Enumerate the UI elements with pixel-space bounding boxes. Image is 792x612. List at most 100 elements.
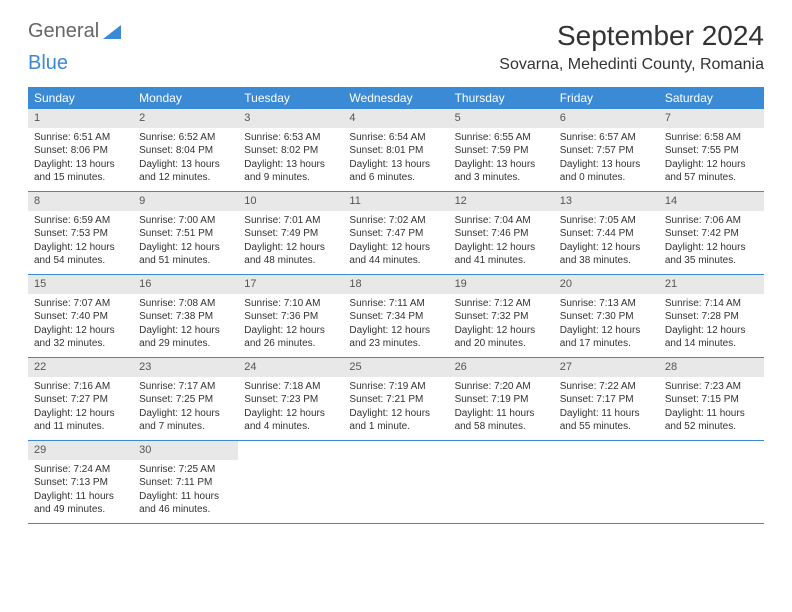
sunrise-text: Sunrise: 7:14 AM bbox=[665, 297, 758, 311]
daylight-text: Daylight: 12 hours and 14 minutes. bbox=[665, 324, 758, 351]
weekday-friday: Friday bbox=[554, 87, 659, 109]
day-number: 21 bbox=[659, 275, 764, 294]
sunset-text: Sunset: 7:19 PM bbox=[455, 393, 548, 407]
day-number: 3 bbox=[238, 109, 343, 128]
day-number: 15 bbox=[28, 275, 133, 294]
sunset-text: Sunset: 7:42 PM bbox=[665, 227, 758, 241]
week-row: 22Sunrise: 7:16 AMSunset: 7:27 PMDayligh… bbox=[28, 358, 764, 441]
sunrise-text: Sunrise: 6:54 AM bbox=[349, 131, 442, 145]
sunset-text: Sunset: 7:47 PM bbox=[349, 227, 442, 241]
day-number: 24 bbox=[238, 358, 343, 377]
day-number: 25 bbox=[343, 358, 448, 377]
day-cell: 2Sunrise: 6:52 AMSunset: 8:04 PMDaylight… bbox=[133, 109, 238, 191]
day-cell: 4Sunrise: 6:54 AMSunset: 8:01 PMDaylight… bbox=[343, 109, 448, 191]
day-cell: 20Sunrise: 7:13 AMSunset: 7:30 PMDayligh… bbox=[554, 275, 659, 357]
day-number: 1 bbox=[28, 109, 133, 128]
day-body: Sunrise: 7:23 AMSunset: 7:15 PMDaylight:… bbox=[659, 377, 764, 438]
day-cell: 17Sunrise: 7:10 AMSunset: 7:36 PMDayligh… bbox=[238, 275, 343, 357]
sunrise-text: Sunrise: 7:10 AM bbox=[244, 297, 337, 311]
daylight-text: Daylight: 12 hours and 57 minutes. bbox=[665, 158, 758, 185]
day-number: 26 bbox=[449, 358, 554, 377]
sunset-text: Sunset: 7:44 PM bbox=[560, 227, 653, 241]
day-cell: 25Sunrise: 7:19 AMSunset: 7:21 PMDayligh… bbox=[343, 358, 448, 440]
day-body: Sunrise: 7:19 AMSunset: 7:21 PMDaylight:… bbox=[343, 377, 448, 438]
sunrise-text: Sunrise: 7:22 AM bbox=[560, 380, 653, 394]
weekday-sunday: Sunday bbox=[28, 87, 133, 109]
sunrise-text: Sunrise: 7:19 AM bbox=[349, 380, 442, 394]
day-cell: 9Sunrise: 7:00 AMSunset: 7:51 PMDaylight… bbox=[133, 192, 238, 274]
sunset-text: Sunset: 8:04 PM bbox=[139, 144, 232, 158]
weekday-row: SundayMondayTuesdayWednesdayThursdayFrid… bbox=[28, 87, 764, 109]
day-number: 23 bbox=[133, 358, 238, 377]
sunrise-text: Sunrise: 6:59 AM bbox=[34, 214, 127, 228]
day-number: 14 bbox=[659, 192, 764, 211]
day-body: Sunrise: 6:55 AMSunset: 7:59 PMDaylight:… bbox=[449, 128, 554, 189]
day-body: Sunrise: 7:20 AMSunset: 7:19 PMDaylight:… bbox=[449, 377, 554, 438]
daylight-text: Daylight: 12 hours and 51 minutes. bbox=[139, 241, 232, 268]
day-body: Sunrise: 6:58 AMSunset: 7:55 PMDaylight:… bbox=[659, 128, 764, 189]
day-body: Sunrise: 7:06 AMSunset: 7:42 PMDaylight:… bbox=[659, 211, 764, 272]
week-row: 8Sunrise: 6:59 AMSunset: 7:53 PMDaylight… bbox=[28, 192, 764, 275]
daylight-text: Daylight: 13 hours and 0 minutes. bbox=[560, 158, 653, 185]
sunset-text: Sunset: 7:23 PM bbox=[244, 393, 337, 407]
daylight-text: Daylight: 13 hours and 3 minutes. bbox=[455, 158, 548, 185]
daylight-text: Daylight: 12 hours and 20 minutes. bbox=[455, 324, 548, 351]
day-cell: 18Sunrise: 7:11 AMSunset: 7:34 PMDayligh… bbox=[343, 275, 448, 357]
day-body: Sunrise: 6:59 AMSunset: 7:53 PMDaylight:… bbox=[28, 211, 133, 272]
day-cell: 5Sunrise: 6:55 AMSunset: 7:59 PMDaylight… bbox=[449, 109, 554, 191]
sunset-text: Sunset: 8:01 PM bbox=[349, 144, 442, 158]
sunset-text: Sunset: 7:46 PM bbox=[455, 227, 548, 241]
day-cell bbox=[554, 441, 659, 523]
logo-word2: Blue bbox=[28, 52, 68, 74]
weekday-wednesday: Wednesday bbox=[343, 87, 448, 109]
sunset-text: Sunset: 7:57 PM bbox=[560, 144, 653, 158]
day-body: Sunrise: 7:12 AMSunset: 7:32 PMDaylight:… bbox=[449, 294, 554, 355]
day-number: 11 bbox=[343, 192, 448, 211]
sunrise-text: Sunrise: 7:23 AM bbox=[665, 380, 758, 394]
day-cell: 29Sunrise: 7:24 AMSunset: 7:13 PMDayligh… bbox=[28, 441, 133, 523]
sunrise-text: Sunrise: 6:57 AM bbox=[560, 131, 653, 145]
day-cell bbox=[343, 441, 448, 523]
sunrise-text: Sunrise: 7:01 AM bbox=[244, 214, 337, 228]
day-body: Sunrise: 7:02 AMSunset: 7:47 PMDaylight:… bbox=[343, 211, 448, 272]
sunrise-text: Sunrise: 7:12 AM bbox=[455, 297, 548, 311]
sunrise-text: Sunrise: 7:04 AM bbox=[455, 214, 548, 228]
daylight-text: Daylight: 12 hours and 35 minutes. bbox=[665, 241, 758, 268]
day-number: 2 bbox=[133, 109, 238, 128]
day-number: 28 bbox=[659, 358, 764, 377]
day-number: 22 bbox=[28, 358, 133, 377]
sunrise-text: Sunrise: 7:00 AM bbox=[139, 214, 232, 228]
day-body: Sunrise: 7:14 AMSunset: 7:28 PMDaylight:… bbox=[659, 294, 764, 355]
logo-word1: General bbox=[28, 20, 99, 43]
day-number: 12 bbox=[449, 192, 554, 211]
daylight-text: Daylight: 12 hours and 4 minutes. bbox=[244, 407, 337, 434]
sunset-text: Sunset: 7:27 PM bbox=[34, 393, 127, 407]
day-body: Sunrise: 7:16 AMSunset: 7:27 PMDaylight:… bbox=[28, 377, 133, 438]
sunrise-text: Sunrise: 7:20 AM bbox=[455, 380, 548, 394]
week-row: 1Sunrise: 6:51 AMSunset: 8:06 PMDaylight… bbox=[28, 109, 764, 192]
day-cell bbox=[449, 441, 554, 523]
day-body: Sunrise: 6:57 AMSunset: 7:57 PMDaylight:… bbox=[554, 128, 659, 189]
weekday-tuesday: Tuesday bbox=[238, 87, 343, 109]
daylight-text: Daylight: 11 hours and 49 minutes. bbox=[34, 490, 127, 517]
day-number: 30 bbox=[133, 441, 238, 460]
daylight-text: Daylight: 12 hours and 17 minutes. bbox=[560, 324, 653, 351]
day-cell: 10Sunrise: 7:01 AMSunset: 7:49 PMDayligh… bbox=[238, 192, 343, 274]
sunset-text: Sunset: 7:40 PM bbox=[34, 310, 127, 324]
sunset-text: Sunset: 8:02 PM bbox=[244, 144, 337, 158]
day-number: 13 bbox=[554, 192, 659, 211]
daylight-text: Daylight: 12 hours and 48 minutes. bbox=[244, 241, 337, 268]
sunset-text: Sunset: 7:59 PM bbox=[455, 144, 548, 158]
day-body: Sunrise: 7:13 AMSunset: 7:30 PMDaylight:… bbox=[554, 294, 659, 355]
day-body: Sunrise: 7:04 AMSunset: 7:46 PMDaylight:… bbox=[449, 211, 554, 272]
day-body: Sunrise: 7:05 AMSunset: 7:44 PMDaylight:… bbox=[554, 211, 659, 272]
day-number: 4 bbox=[343, 109, 448, 128]
daylight-text: Daylight: 11 hours and 52 minutes. bbox=[665, 407, 758, 434]
sunrise-text: Sunrise: 7:02 AM bbox=[349, 214, 442, 228]
daylight-text: Daylight: 12 hours and 41 minutes. bbox=[455, 241, 548, 268]
day-cell: 8Sunrise: 6:59 AMSunset: 7:53 PMDaylight… bbox=[28, 192, 133, 274]
day-number: 17 bbox=[238, 275, 343, 294]
month-title: September 2024 bbox=[499, 20, 764, 52]
sunset-text: Sunset: 7:25 PM bbox=[139, 393, 232, 407]
sunset-text: Sunset: 7:21 PM bbox=[349, 393, 442, 407]
